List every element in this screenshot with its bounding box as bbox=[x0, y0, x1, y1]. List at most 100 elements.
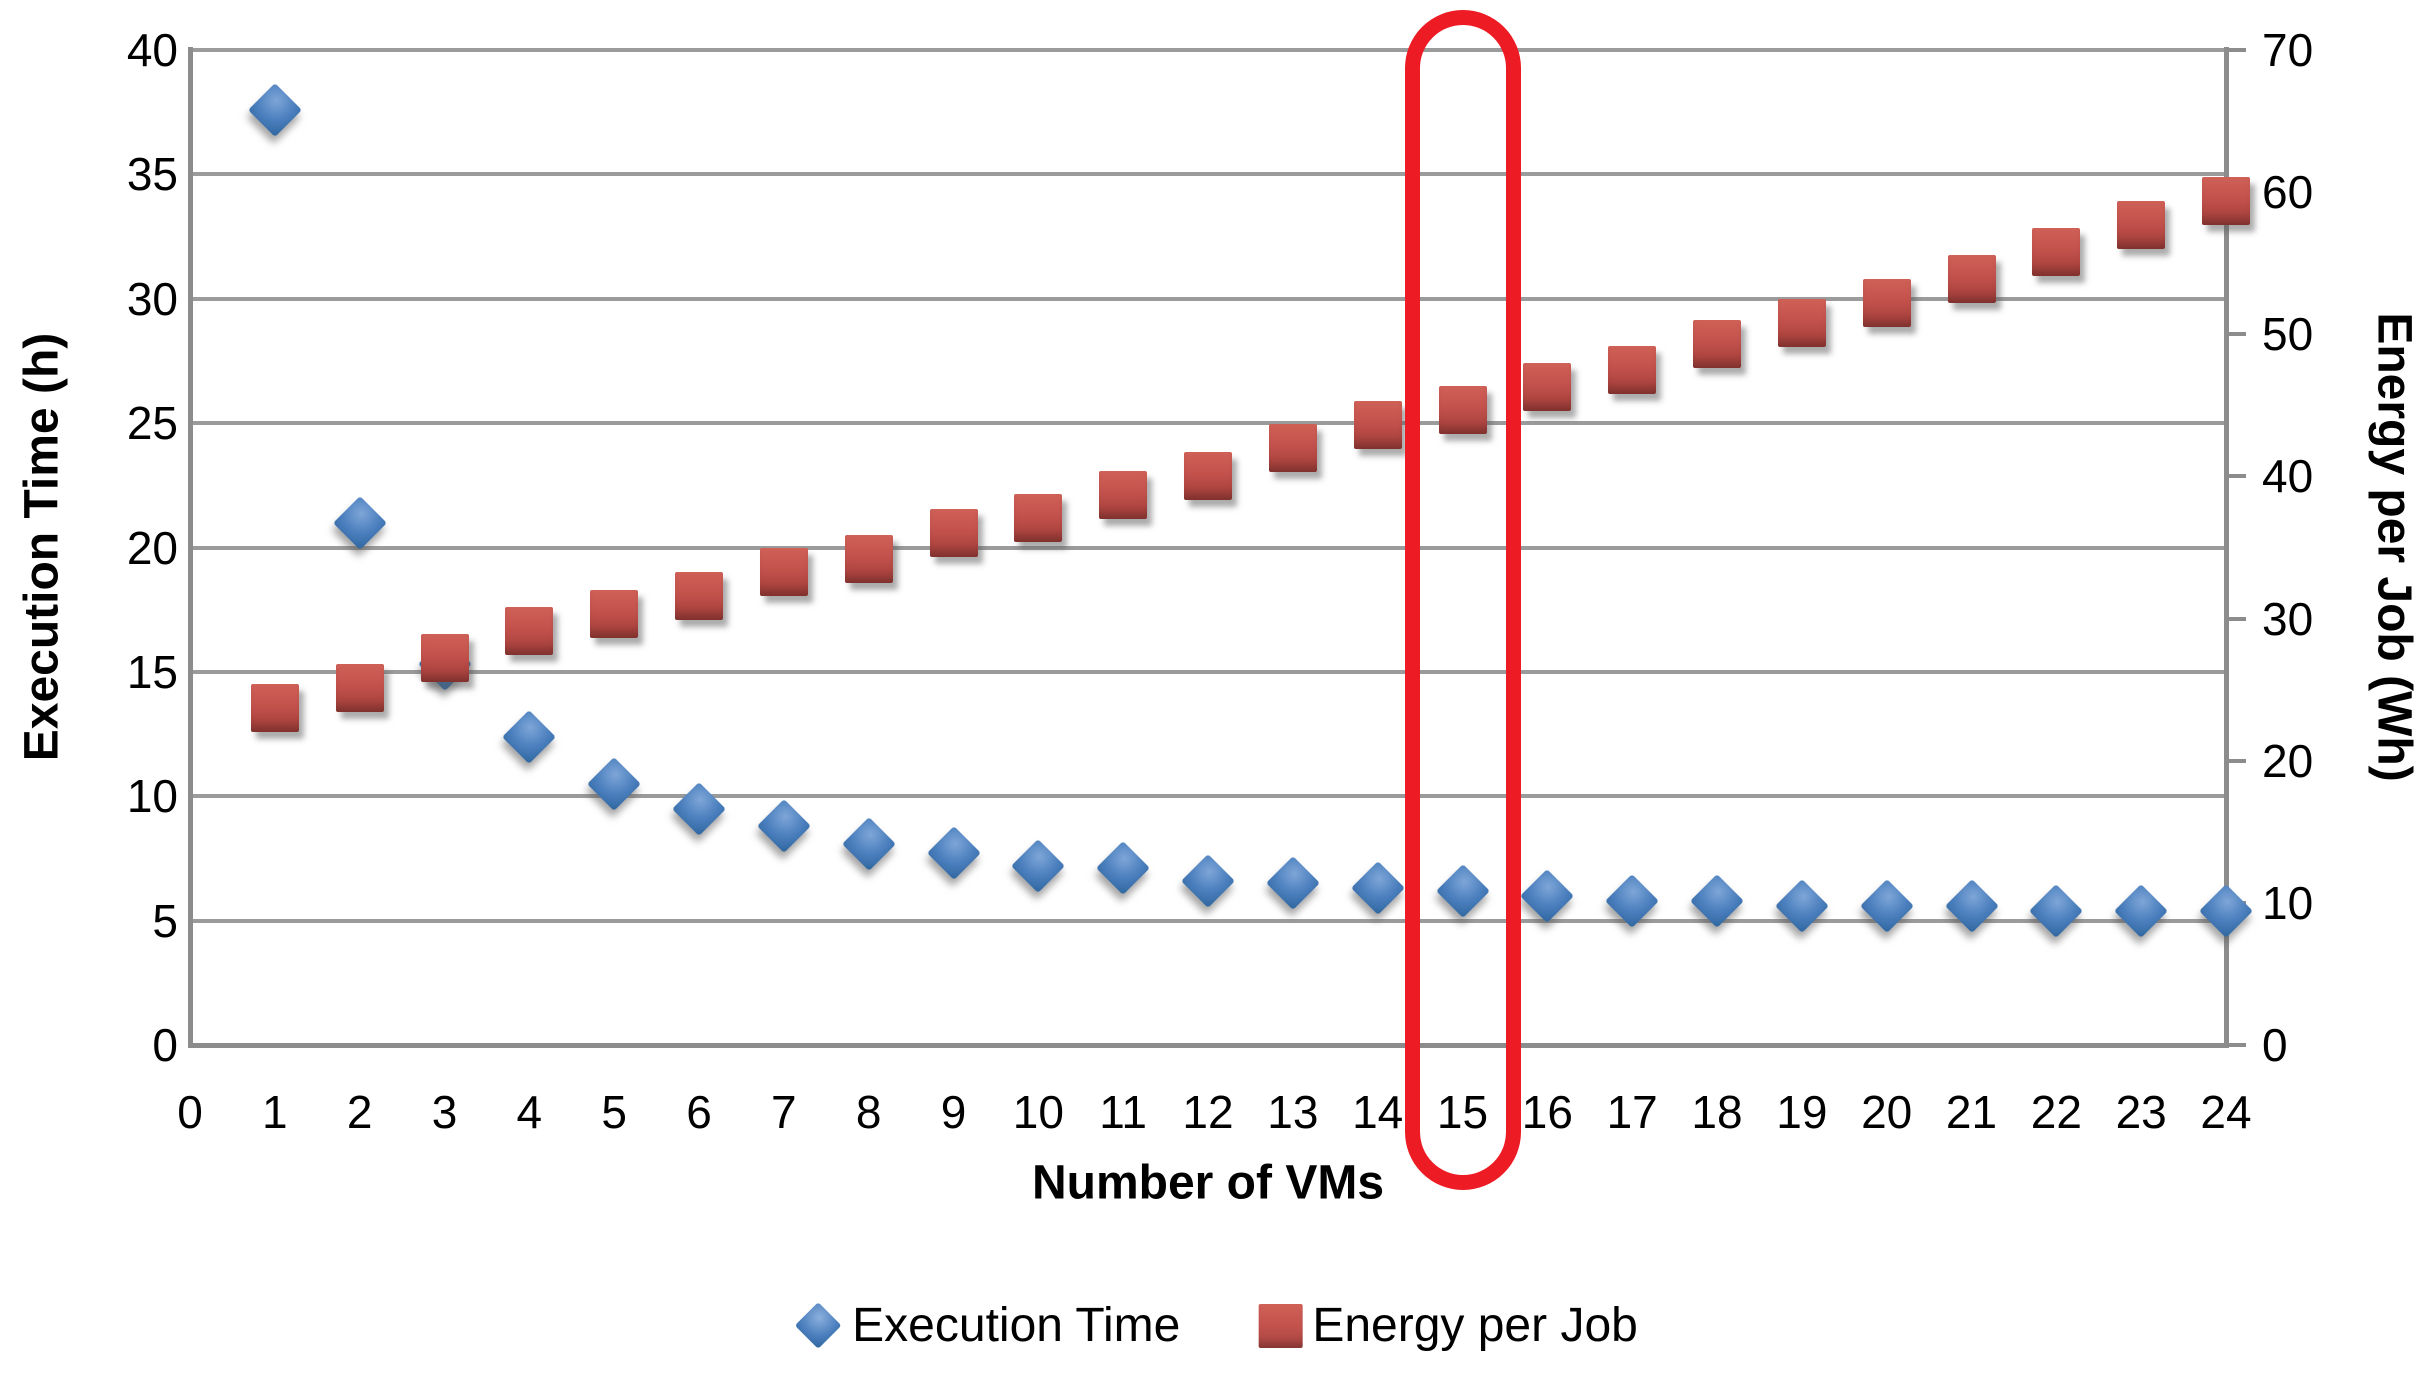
data-point-execution-time bbox=[1859, 878, 1914, 933]
data-point-energy-per-job bbox=[2202, 176, 2250, 225]
gridline bbox=[190, 669, 2226, 674]
x-axis-tick-label: 16 bbox=[1521, 1086, 1573, 1138]
x-axis-tick-label: 17 bbox=[1606, 1086, 1658, 1138]
data-point-energy-per-job bbox=[420, 634, 469, 683]
data-point-execution-time bbox=[502, 709, 557, 764]
y-axis-left-tick-label: 15 bbox=[126, 645, 178, 698]
x-axis-tick-label: 12 bbox=[1182, 1086, 1234, 1138]
x-axis-tick-label: 14 bbox=[1352, 1086, 1404, 1138]
x-axis-tick-label: 6 bbox=[686, 1086, 712, 1138]
gridline bbox=[190, 918, 2226, 923]
y-axis-left-tick-label: 40 bbox=[126, 24, 178, 76]
right-axis-tick bbox=[2226, 474, 2246, 479]
data-point-execution-time bbox=[1520, 868, 1575, 923]
y-axis-left-tick-label: 10 bbox=[126, 770, 178, 823]
y-axis-left-tick-label: 5 bbox=[152, 894, 178, 947]
data-point-execution-time bbox=[672, 781, 726, 836]
data-point-execution-time bbox=[587, 756, 642, 811]
data-point-energy-per-job bbox=[1947, 254, 1996, 303]
y-axis-left-tick-label: 35 bbox=[126, 148, 178, 201]
data-point-energy-per-job bbox=[1862, 279, 1911, 327]
legend-label-execution-time: Execution Time bbox=[852, 1299, 1181, 1352]
x-axis-tick-label: 1 bbox=[262, 1086, 288, 1138]
y-axis-right-tick-label: 0 bbox=[2262, 1019, 2288, 1071]
y-axis-right-tick-label: 70 bbox=[2262, 24, 2314, 76]
right-axis-tick bbox=[2226, 758, 2246, 763]
data-point-execution-time bbox=[1096, 841, 1151, 896]
gridline bbox=[190, 296, 2226, 301]
data-point-energy-per-job bbox=[1608, 345, 1657, 394]
x-axis-tick-label: 5 bbox=[601, 1086, 627, 1138]
y-axis-left-line bbox=[188, 47, 193, 1048]
x-axis-tick-label: 15 bbox=[1436, 1086, 1489, 1138]
x-axis-tick-label: 20 bbox=[1861, 1086, 1913, 1138]
data-point-execution-time bbox=[2199, 883, 2253, 938]
x-axis-tick-label: 13 bbox=[1267, 1086, 1319, 1138]
data-point-execution-time bbox=[1774, 878, 1829, 933]
x-axis-tick-label: 11 bbox=[1099, 1086, 1148, 1138]
legend-label-energy-per-job: Energy per Job bbox=[1312, 1299, 1638, 1352]
x-axis-tick-label: 23 bbox=[2115, 1086, 2167, 1138]
data-point-execution-time bbox=[1181, 853, 1235, 908]
y-axis-left-tick-label: 20 bbox=[126, 521, 178, 574]
right-axis-tick bbox=[2226, 616, 2246, 621]
data-point-energy-per-job bbox=[759, 547, 808, 596]
x-axis-line bbox=[190, 1043, 2226, 1048]
data-point-energy-per-job bbox=[1014, 493, 1063, 542]
x-axis-tick-label: 9 bbox=[940, 1086, 967, 1138]
y-axis-left-tick-label: 0 bbox=[152, 1019, 178, 1071]
y-axis-right-title: Energy per Job (Wh) bbox=[2367, 312, 2421, 782]
data-point-execution-time bbox=[756, 799, 811, 853]
data-point-execution-time bbox=[1011, 839, 1066, 893]
y-axis-right-tick-label: 10 bbox=[2262, 876, 2314, 929]
x-axis-tick-label: 2 bbox=[346, 1086, 373, 1138]
data-point-execution-time bbox=[2029, 883, 2084, 938]
data-point-energy-per-job bbox=[590, 590, 639, 639]
data-point-energy-per-job bbox=[1438, 385, 1487, 434]
y-axis-right-tick-label: 40 bbox=[2262, 450, 2314, 503]
x-axis-tick-label: 19 bbox=[1776, 1086, 1828, 1138]
data-point-execution-time bbox=[1350, 861, 1405, 916]
data-point-energy-per-job bbox=[1099, 470, 1148, 519]
data-point-energy-per-job bbox=[1523, 362, 1572, 411]
blue-diamond-icon bbox=[794, 1302, 841, 1349]
x-axis-title: Number of VMs bbox=[1031, 1156, 1385, 1210]
y-axis-right-line bbox=[2224, 47, 2229, 1048]
gridline bbox=[190, 48, 2226, 52]
legend-item-execution-time: Execution Time bbox=[793, 1298, 1180, 1353]
data-point-energy-per-job bbox=[1693, 320, 1741, 369]
y-axis-right-tick-label: 20 bbox=[2262, 734, 2314, 787]
x-axis-tick-label: 22 bbox=[2030, 1086, 2082, 1138]
x-axis-tick-label: 7 bbox=[771, 1086, 797, 1138]
x-axis-tick-label: 18 bbox=[1691, 1086, 1743, 1138]
right-axis-tick bbox=[2226, 48, 2246, 52]
legend-item-energy-per-job: Energy per Job bbox=[1258, 1298, 1638, 1353]
data-point-energy-per-job bbox=[250, 684, 299, 733]
data-point-energy-per-job bbox=[1353, 401, 1402, 450]
gridline bbox=[190, 794, 2226, 799]
y-axis-right-tick-label: 50 bbox=[2262, 308, 2314, 361]
data-point-execution-time bbox=[332, 495, 387, 550]
data-point-execution-time bbox=[841, 816, 896, 871]
x-axis-tick-label: 0 bbox=[177, 1086, 203, 1138]
right-axis-tick bbox=[2226, 1043, 2246, 1047]
data-point-energy-per-job bbox=[1777, 298, 1826, 347]
right-axis-tick bbox=[2226, 332, 2246, 337]
legend: Execution Time Energy per Job bbox=[793, 1298, 1638, 1353]
x-axis-tick-label: 8 bbox=[855, 1086, 882, 1138]
data-point-energy-per-job bbox=[2117, 200, 2166, 249]
y-axis-right-tick-label: 30 bbox=[2262, 592, 2314, 645]
y-axis-right-tick-label: 60 bbox=[2262, 166, 2314, 219]
y-axis-left-tick-label: 25 bbox=[126, 397, 178, 450]
data-point-energy-per-job bbox=[929, 509, 978, 558]
data-point-energy-per-job bbox=[2032, 227, 2081, 276]
gridline bbox=[190, 545, 2226, 550]
data-point-energy-per-job bbox=[675, 571, 723, 620]
highlight-box-vm15 bbox=[1404, 10, 1521, 1190]
data-point-energy-per-job bbox=[1184, 452, 1232, 501]
data-point-execution-time bbox=[247, 82, 302, 137]
x-axis-tick-label: 3 bbox=[431, 1086, 458, 1138]
data-point-energy-per-job bbox=[1268, 424, 1317, 472]
x-axis-tick-label: 24 bbox=[2200, 1086, 2252, 1138]
